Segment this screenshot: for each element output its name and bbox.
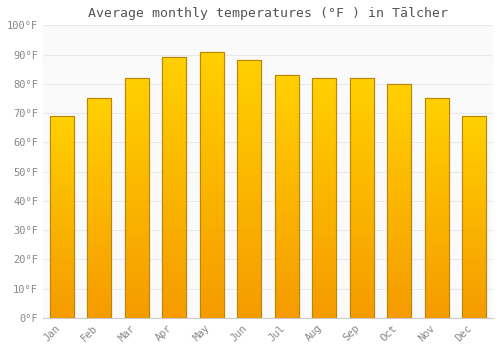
Bar	[50, 116, 74, 318]
Bar	[274, 75, 299, 318]
Bar	[87, 98, 112, 318]
Bar	[124, 78, 149, 318]
Bar	[50, 116, 74, 318]
Bar	[387, 84, 411, 318]
Bar	[200, 51, 224, 318]
Bar	[312, 78, 336, 318]
Bar	[162, 57, 186, 318]
Bar	[274, 75, 299, 318]
Bar	[350, 78, 374, 318]
Bar	[350, 78, 374, 318]
Bar	[162, 57, 186, 318]
Bar	[424, 98, 449, 318]
Bar	[124, 78, 149, 318]
Bar	[237, 61, 262, 318]
Bar	[424, 98, 449, 318]
Bar	[312, 78, 336, 318]
Bar	[387, 84, 411, 318]
Bar	[200, 51, 224, 318]
Bar	[237, 61, 262, 318]
Bar	[462, 116, 486, 318]
Title: Average monthly temperatures (°F ) in Tālcher: Average monthly temperatures (°F ) in Tā…	[88, 7, 448, 20]
Bar	[462, 116, 486, 318]
Bar	[87, 98, 112, 318]
